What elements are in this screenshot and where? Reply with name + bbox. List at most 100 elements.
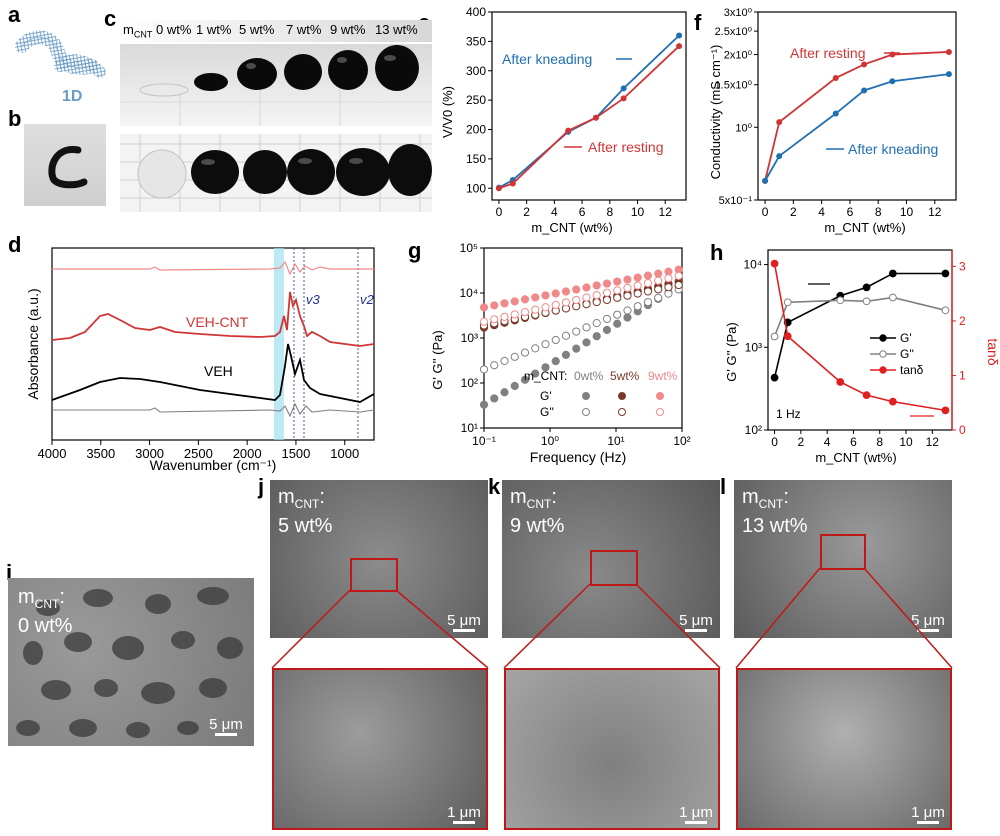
e-frame [491,11,687,201]
h-series-2-point-1 [783,332,792,341]
ftir-x-tick-label-2: 3000 [135,446,164,461]
sem-zoom-9wt: 1 μm [504,668,720,830]
g-series-1-point-2 [500,356,509,366]
g-series-5-point-2 [500,312,509,321]
g-y-tick-label-3: 10⁴ [459,286,478,300]
side-view-samples [120,45,432,126]
scale-bar-1um-l: 1 μm [906,804,950,824]
top-view-samples [120,134,432,212]
h-annotation: 1 Hz [776,407,801,421]
scale-bar-5um-l: 5 μm [906,612,950,632]
g-series-1-point-5 [531,344,540,353]
e-series-1-point-1 [509,180,516,187]
g-series-4-point-13 [613,277,622,286]
e-x-tick-label-3: 6 [579,205,586,219]
sem-image-0wt: mCNT: 0 wt% 5 μm [8,578,254,746]
side-view-photo [120,44,432,126]
scale-bar-1um-k: 1 μm [674,804,718,824]
g-series-3-point-11 [592,297,601,307]
e-y-tick-label-4: 300 [466,64,486,78]
volume-x-title: m_CNT (wt%) [531,220,612,235]
rheology-frequency-chart: G' G'' (Pa) Frequency (Hz) 10⁻¹ 10⁰ 10¹ 10²… [430,241,691,465]
g-series-5-point-12 [602,288,612,297]
scale-bar-5um-k: 5 μm [674,612,718,632]
g-x-tick-label-2: 10¹ [607,434,624,448]
label-v3: v3 [306,292,321,307]
g-series-0-point-11 [592,332,601,341]
h-frame [767,249,953,431]
g-series-4-point-3 [510,297,519,306]
g-series-0-point-14 [623,313,632,322]
f-x-tick-label-6: 12 [928,205,942,219]
g-series-1-point-0 [479,365,489,374]
g-series-3-point-18 [664,283,673,292]
h-y-tick-label-2: 10⁴ [743,258,762,272]
e-series-0-point-5 [676,32,683,39]
h-legend-marker-1 [879,350,887,358]
g-legend-marker-0-2 [656,392,664,400]
f-x-tick-label-2: 4 [818,205,825,219]
e-series-1-point-4 [620,95,627,102]
g-series-5-point-10 [582,293,591,302]
e-x-tick-label-6: 12 [659,205,673,219]
f-x-tick-label-0: 0 [762,205,769,219]
f-y-tick-label-1: 10⁰ [735,122,752,134]
panel-b-photo [24,124,106,206]
g-series-5-point-8 [561,298,571,307]
loading-0: 0 wt% [156,22,192,37]
sem-image-5wt: mCNT: 5 wt% 5 μm [270,480,488,638]
h-series-1-point-4 [888,293,897,302]
h-x-tick-label-2: 4 [824,435,831,449]
h-series-line-1 [773,296,946,337]
e-y-tick-label-0: 100 [466,181,486,195]
g-series-5-point-19 [674,271,683,280]
e-legend-kneading: After kneading [502,51,592,67]
g-series-4-point-8 [561,287,571,296]
sem-label-13wt: mCNT: 13 wt% [742,486,808,537]
h-series-0-point-5 [941,269,950,278]
ftir-chart: VEH-CNT VEH v3 v2 4000 3500 3000 2500 2000 15… [25,247,375,473]
g-series-5-point-6 [541,303,550,312]
g-series-5-point-5 [531,305,540,314]
conductivity-chart: Conductivity (mS cm⁻¹) m_CNT (wt%) 0 2 4 6 8… [708,7,957,235]
f-series-line-0 [764,51,949,182]
h-series-0-point-3 [862,283,871,292]
g-series-4-point-17 [654,269,663,278]
g-y-tick-label-1: 10² [461,376,478,390]
h-series-2-point-3 [862,391,871,399]
f-frame [757,11,957,201]
conductivity-x-title: m_CNT (wt%) [824,220,905,235]
h-legend-label-2: tanδ [900,363,924,377]
h-series-0-point-4 [888,269,897,278]
g-series-1-point-11 [592,319,601,328]
g-series-0-point-8 [561,350,571,359]
panel-label-g: g [408,238,422,263]
h-x-tick-label-0: 0 [771,435,778,449]
ftir-band-highlight [274,248,284,440]
g-x-tick-label-0: 10⁻¹ [472,434,496,448]
ftir-x-tick-label-5: 1500 [281,446,310,461]
rheology-loading-chart: G' G'' (Pa) tanδ m_CNT (wt%) 0 2 4 6 8 10 1210… [724,249,1000,465]
h-series-2-point-0 [770,259,779,268]
f-series-1-point-5 [945,71,952,78]
h-yr-tick-label-3: 3 [959,259,966,273]
h-legend-label-1: G'' [900,347,914,361]
g-legend-marker-0-0 [582,392,590,400]
panel-label-j: j [258,474,265,499]
e-y-tick-label-3: 250 [466,93,486,107]
panel-label-c: c [104,6,117,31]
series-veh [51,343,375,403]
g-series-5-point-17 [654,276,663,285]
f-series-1-point-2 [832,110,839,117]
h-legend-label-0: G' [900,331,912,345]
volume-y-title: V/V0 (%) [440,86,455,138]
e-y-tick-label-2: 200 [466,123,486,137]
g-series-0-point-1 [490,394,499,403]
e-series-0-point-4 [620,85,627,92]
g-series-0-point-10 [582,338,591,347]
f-y-tick-label-0: 5x10⁻¹ [719,195,753,207]
g-legend-col-0: 0wt% [574,369,604,383]
volume-chart: V/V0 (%) m_CNT (wt%) 0 2 4 6 8 10 12 100 150 200 2… [440,5,687,235]
rheology-x-title: Frequency (Hz) [530,449,626,465]
g-series-3-point-12 [602,295,612,305]
